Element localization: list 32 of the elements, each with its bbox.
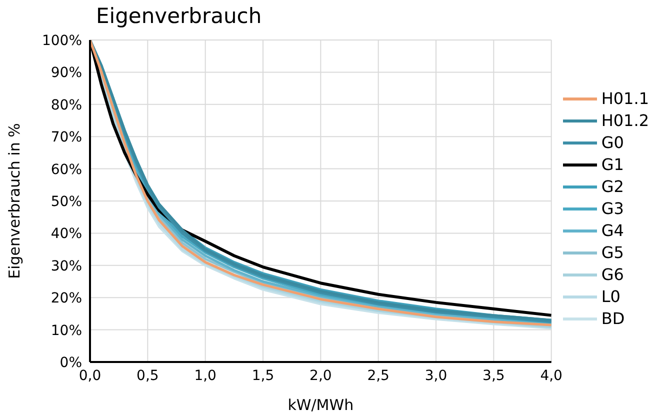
x-tick-label: 3,0 <box>424 368 448 384</box>
y-tick-label: 50% <box>50 194 82 210</box>
legend-label: G4 <box>601 220 624 242</box>
chart-title: Eigenverbrauch <box>96 4 262 28</box>
x-tick-label: 4,0 <box>540 368 562 384</box>
legend-label: L0 <box>601 286 620 308</box>
x-tick-label: 0,5 <box>136 368 159 384</box>
x-tick-label: 1,5 <box>252 368 274 384</box>
x-tick-label: 3,5 <box>482 368 505 384</box>
y-tick-label: 70% <box>50 130 82 146</box>
legend-label: G1 <box>601 154 624 176</box>
legend-label: G6 <box>601 264 624 286</box>
legend-label: G0 <box>601 132 624 154</box>
x-axis-title: kW/MWh <box>288 396 354 414</box>
y-tick-label: 20% <box>50 290 82 307</box>
y-tick-label: 80% <box>50 97 82 114</box>
legend-label: G2 <box>601 176 624 198</box>
legend-label: BD <box>601 308 625 330</box>
y-tick-label: 30% <box>50 258 82 274</box>
legend-label: G5 <box>601 242 624 264</box>
legend-label: H01.2 <box>601 110 649 132</box>
x-tick-label: 2,0 <box>310 368 332 384</box>
y-tick-label: 100% <box>42 32 82 49</box>
y-axis-title: Eigenverbrauch in % <box>5 123 24 279</box>
y-tick-label: 60% <box>50 162 82 178</box>
x-tick-label: 2,5 <box>367 368 390 384</box>
x-tick-label: 1,0 <box>194 368 216 384</box>
y-tick-label: 40% <box>50 226 82 242</box>
legend-label: G3 <box>601 198 624 220</box>
legend-label: H01.1 <box>601 88 649 110</box>
y-tick-label: 10% <box>50 322 82 339</box>
y-tick-label: 90% <box>50 65 82 82</box>
